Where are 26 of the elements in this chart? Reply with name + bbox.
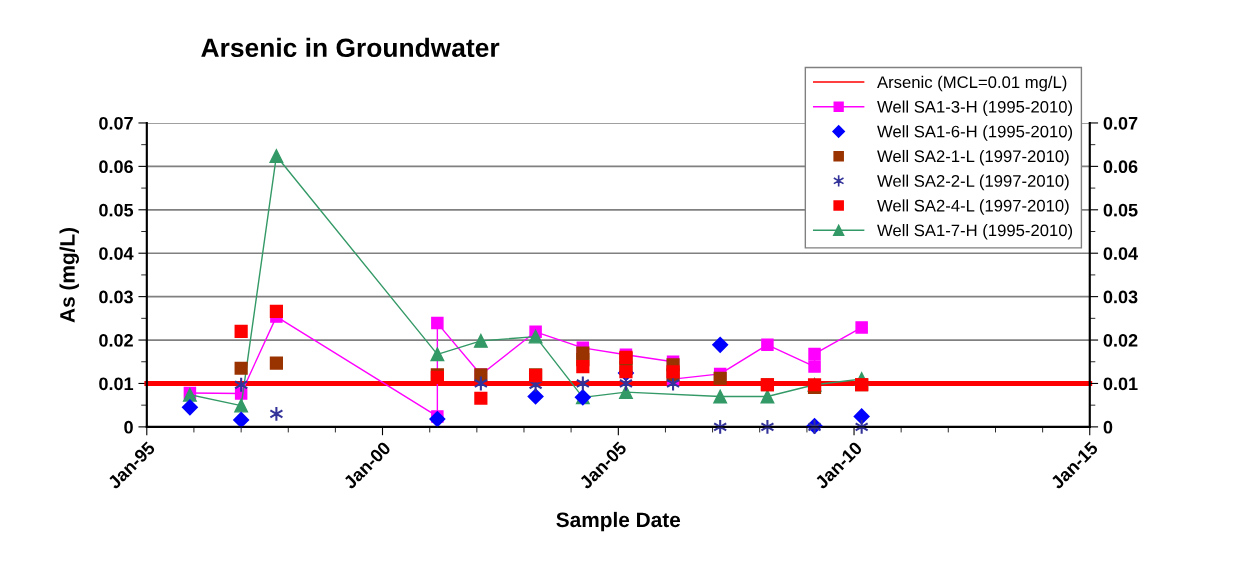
legend-label: Well SA1-3-H (1995-2010) (877, 100, 1073, 117)
y-tick-label: 0.06 (99, 160, 133, 174)
y2-tick-label: 0.06 (1103, 160, 1138, 174)
y-tick-label: 0.04 (99, 247, 134, 260)
y-tick-label: 0.03 (99, 290, 133, 304)
y-tick-label: 0.02 (99, 333, 133, 347)
legend-label: Well SA2-2-L (1997-2010) (877, 174, 1069, 191)
x-axis-title: Sample Date (556, 511, 681, 532)
legend-label: Well SA2-4-L (1997-2010) (877, 199, 1069, 215)
y2-tick-label: 0.03 (1103, 290, 1138, 304)
y-tick-label: 0.01 (99, 377, 134, 391)
y2-tick-label: 0.07 (1103, 116, 1138, 130)
chart-title: Arsenic in Groundwater (201, 37, 500, 58)
legend-label: Arsenic (MCL=0.01 mg/L) (877, 75, 1067, 92)
y2-tick-label: 0.04 (1103, 247, 1138, 260)
legend-label: Well SA1-7-H (1995-2010) (877, 224, 1073, 240)
y-tick-label: 0.05 (99, 203, 134, 217)
y2-tick-label: 0.02 (1103, 333, 1138, 347)
y-tick-label: 0 (124, 420, 133, 434)
y2-tick-label: 0 (1103, 420, 1113, 434)
y-axis-title: As (mg/L) (59, 227, 80, 323)
y-tick-label: 0.07 (99, 116, 133, 130)
y2-tick-label: 0.01 (1103, 377, 1138, 391)
legend-label: Well SA1-6-H (1995-2010) (877, 125, 1073, 141)
y2-tick-label: 0.05 (1103, 203, 1138, 217)
legend-label: Well SA2-1-L (1997-2010) (877, 149, 1069, 166)
